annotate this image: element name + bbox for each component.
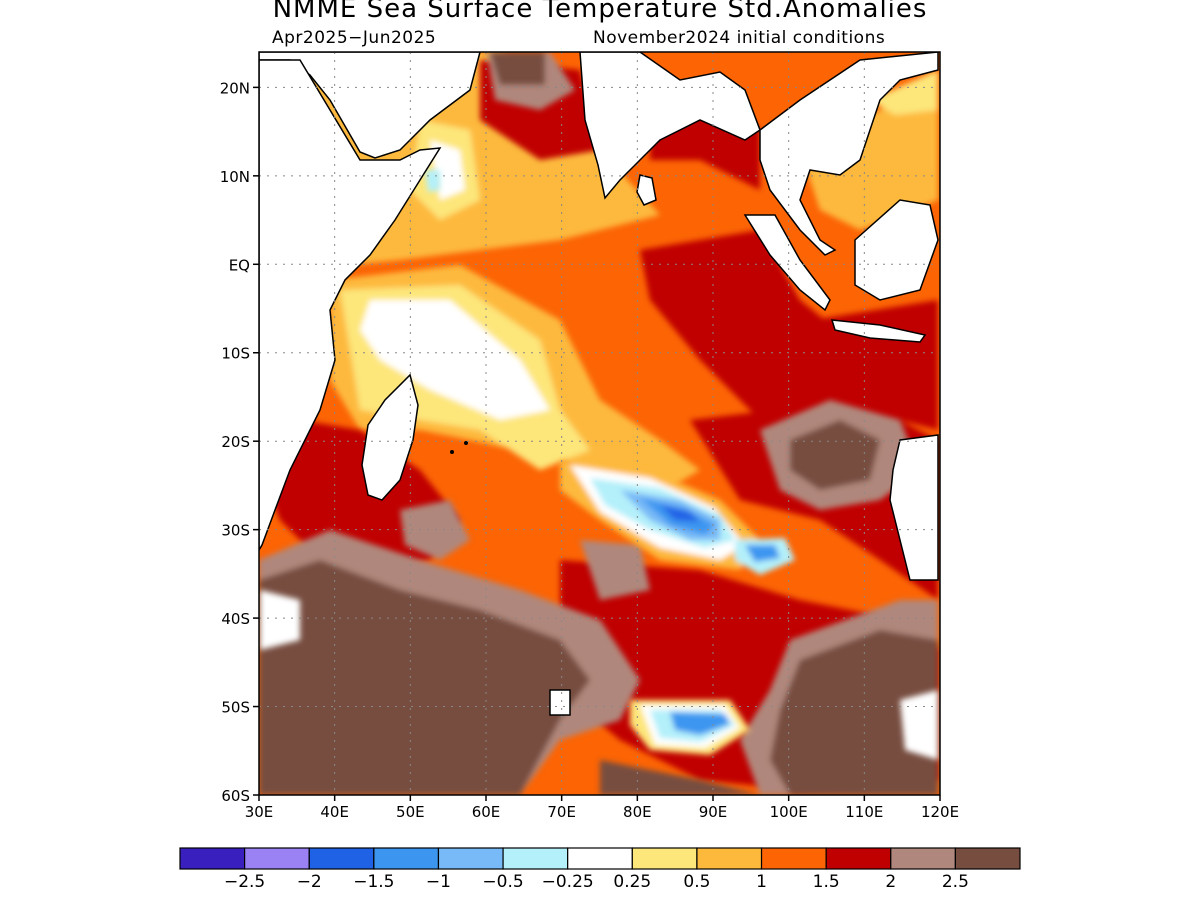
lat-tick-label: 60S	[221, 787, 250, 805]
lat-tick-label: 10N	[220, 168, 250, 186]
colorbar-label: −1.5	[353, 872, 394, 892]
map-grid	[259, 52, 940, 795]
colorbar-label: 1	[756, 872, 767, 892]
colorbar-label: −0.25	[542, 872, 594, 892]
coastlines	[259, 52, 939, 716]
lat-tick-label: 20N	[220, 79, 250, 97]
anomaly-field	[259, 52, 940, 795]
lon-tick-label: 50E	[396, 803, 425, 821]
colorbar-swatch	[502, 847, 569, 870]
colorbar-label: −2.5	[224, 872, 265, 892]
colorbar-label: 1.5	[813, 872, 840, 892]
lon-tick-label: 30E	[245, 803, 274, 821]
lat-tick-label: 20S	[221, 433, 250, 451]
colorbar-swatch	[373, 847, 440, 870]
lon-tick-label: 60E	[472, 803, 501, 821]
colorbar-swatch	[631, 847, 698, 870]
lon-tick-label: 90E	[699, 803, 728, 821]
colorbar-swatch	[308, 847, 375, 870]
lon-tick-label: 110E	[845, 803, 883, 821]
lat-tick-label: 40S	[221, 610, 250, 628]
colorbar-label: −1	[426, 872, 451, 892]
colorbar-swatch	[696, 847, 763, 870]
lon-tick-label: 40E	[320, 803, 349, 821]
colorbar-swatch	[567, 847, 633, 870]
lon-tick-label: 100E	[770, 803, 808, 821]
lat-tick-label: 10S	[221, 345, 250, 363]
map-frame	[258, 51, 941, 796]
colorbar-label: −0.5	[482, 872, 523, 892]
colorbar-label: 0.5	[683, 872, 710, 892]
latitude-ticks: 20N 10N EQ 10S 20S 30S 40S 50S 60S	[220, 79, 259, 805]
lat-tick-label: 30S	[221, 522, 250, 540]
lat-tick-label: 50S	[221, 699, 250, 717]
colorbar: −2.5 −2 −1.5 −1 −0.5 −0.25 0.25 0.5 1 1.5 2 2.5	[179, 847, 1021, 892]
forecast-period: Apr2025−Jun2025	[272, 28, 437, 48]
colorbar-swatch	[760, 847, 827, 870]
lon-tick-label: 70E	[547, 803, 576, 821]
colorbar-swatch	[179, 847, 246, 870]
map-title: NMME Sea Surface Temperature Std.Anomali…	[272, 0, 928, 24]
longitude-ticks: 30E 40E 50E 60E 70E 80E 90E 100E 110E 120E	[245, 795, 959, 821]
colorbar-label: 0.25	[613, 872, 651, 892]
colorbar-label: 2.5	[942, 872, 969, 892]
lat-tick-label: EQ	[229, 256, 250, 274]
colorbar-swatch	[825, 847, 892, 870]
colorbar-swatch	[954, 847, 1021, 870]
lon-tick-label: 80E	[623, 803, 652, 821]
lon-tick-label: 120E	[921, 803, 959, 821]
colorbar-label: −2	[297, 872, 322, 892]
colorbar-swatch	[890, 847, 956, 870]
colorbar-swatch	[437, 847, 504, 870]
initial-conditions: November2024 initial conditions	[593, 28, 886, 48]
colorbar-swatch	[244, 847, 310, 870]
colorbar-label: 2	[885, 872, 896, 892]
